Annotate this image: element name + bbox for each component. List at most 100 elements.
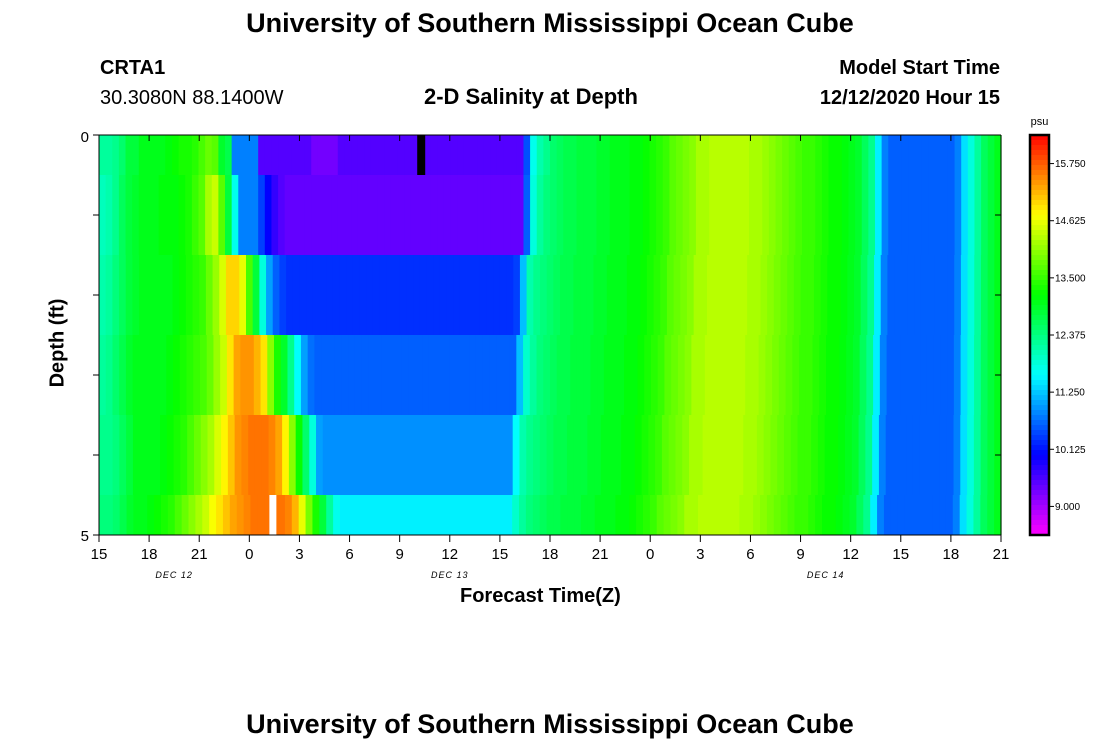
heatmap-cell [792, 335, 800, 415]
heatmap-cell [807, 255, 815, 335]
heatmap-cell [793, 255, 802, 335]
heatmap-cell [852, 335, 861, 415]
heatmap-cell [835, 175, 843, 255]
heatmap-cell [890, 495, 899, 535]
heatmap-cell [199, 335, 208, 415]
colorbar-swatch [1030, 500, 1049, 506]
heatmap-cell [662, 175, 670, 255]
heatmap-cell [933, 415, 941, 495]
heatmap-cell [684, 495, 692, 535]
heatmap-cell [280, 335, 289, 415]
heatmap-cell [974, 135, 982, 175]
heatmap-cell [629, 175, 637, 255]
heatmap-cell [695, 175, 704, 255]
station-coordinates: 30.3080N 88.1400W [100, 87, 284, 109]
heatmap-cell [782, 175, 790, 255]
heatmap-cell [229, 495, 238, 535]
heatmap-cell [952, 495, 961, 535]
heatmap-cell [319, 255, 327, 335]
heatmap-cell [583, 135, 591, 175]
heatmap-cell [953, 415, 961, 495]
heatmap-cell [336, 415, 344, 495]
x-axis-label: Forecast Time(Z) [460, 585, 621, 607]
heatmap-cell [490, 175, 498, 255]
colorbar-swatch [1030, 430, 1049, 436]
heatmap-cell [900, 335, 908, 415]
heatmap-cell [431, 415, 439, 495]
heatmap-cell [388, 495, 396, 535]
heatmap-cell [297, 175, 306, 255]
heatmap-cell [748, 175, 757, 255]
heatmap-cell [589, 135, 598, 175]
heatmap-cell [105, 495, 114, 535]
heatmap-cell [523, 135, 531, 175]
heatmap-cell [410, 415, 419, 495]
heatmap-cell [608, 495, 617, 535]
heatmap-cell [802, 135, 810, 175]
heatmap-cell [980, 335, 989, 415]
heatmap-cell [99, 255, 107, 335]
heatmap-cell [881, 135, 889, 175]
heatmap-cell [268, 415, 276, 495]
heatmap-cell [449, 335, 457, 415]
colorbar-swatch [1030, 435, 1049, 441]
heatmap-cell [702, 175, 710, 255]
heatmap-cell [634, 415, 643, 495]
heatmap-cell [753, 255, 762, 335]
heatmap-cell [354, 335, 363, 415]
heatmap-cell [119, 495, 128, 535]
heatmap-cell [221, 415, 229, 495]
colorbar-swatch [1030, 165, 1049, 171]
heatmap-cell [676, 135, 684, 175]
heatmap-cell [443, 495, 451, 535]
heatmap-cell [788, 135, 796, 175]
heatmap-cell [489, 335, 497, 415]
heatmap-cell [675, 415, 683, 495]
heatmap-cell [583, 335, 591, 415]
heatmap-cell [849, 495, 858, 535]
heatmap-cell [112, 255, 120, 335]
heatmap-cell [532, 495, 541, 535]
heatmap-cell [171, 135, 180, 175]
heatmap-cell [894, 175, 903, 255]
x-date-label: DEC 12 [155, 570, 193, 580]
heatmap-cell [186, 335, 194, 415]
heatmap-cell [343, 415, 351, 495]
heatmap-cell [437, 135, 445, 175]
heatmap-cell [729, 415, 738, 495]
heatmap-cell [783, 415, 792, 495]
heatmap-cell [912, 415, 921, 495]
heatmap-cell [397, 175, 405, 255]
heatmap-cell [326, 255, 334, 335]
heatmap-cell [570, 335, 578, 415]
heatmap-cell [457, 175, 465, 255]
heatmap-cell [439, 255, 448, 335]
heatmap-cell [820, 255, 828, 335]
heatmap-cell [693, 255, 701, 335]
heatmap-cell [287, 335, 295, 415]
heatmap-cell [722, 175, 730, 255]
heatmap-cell [953, 335, 962, 415]
heatmap-cell [311, 175, 319, 255]
heatmap-cell [368, 335, 376, 415]
heatmap-cell [536, 175, 544, 255]
heatmap-cell [939, 495, 947, 535]
colorbar-swatch [1030, 455, 1049, 461]
colorbar-swatch [1030, 270, 1049, 276]
heatmap-cell [250, 495, 258, 535]
heatmap-cell [298, 495, 307, 535]
heatmap-cell [801, 495, 809, 535]
heatmap-cell [233, 335, 241, 415]
heatmap-cell [624, 335, 632, 415]
heatmap-cell [840, 255, 848, 335]
model-start-value: 12/12/2020 Hour 15 [819, 87, 1000, 109]
heatmap-cell [546, 415, 554, 495]
heatmap-cell [907, 255, 915, 335]
heatmap-cell [173, 415, 181, 495]
y-axis-label: Depth (ft) [46, 298, 69, 388]
heatmap-cell [352, 255, 361, 335]
heatmap-cell [815, 495, 823, 535]
heatmap-cell [795, 135, 803, 175]
heatmap-cell [620, 255, 628, 335]
heatmap-cell [271, 135, 279, 175]
